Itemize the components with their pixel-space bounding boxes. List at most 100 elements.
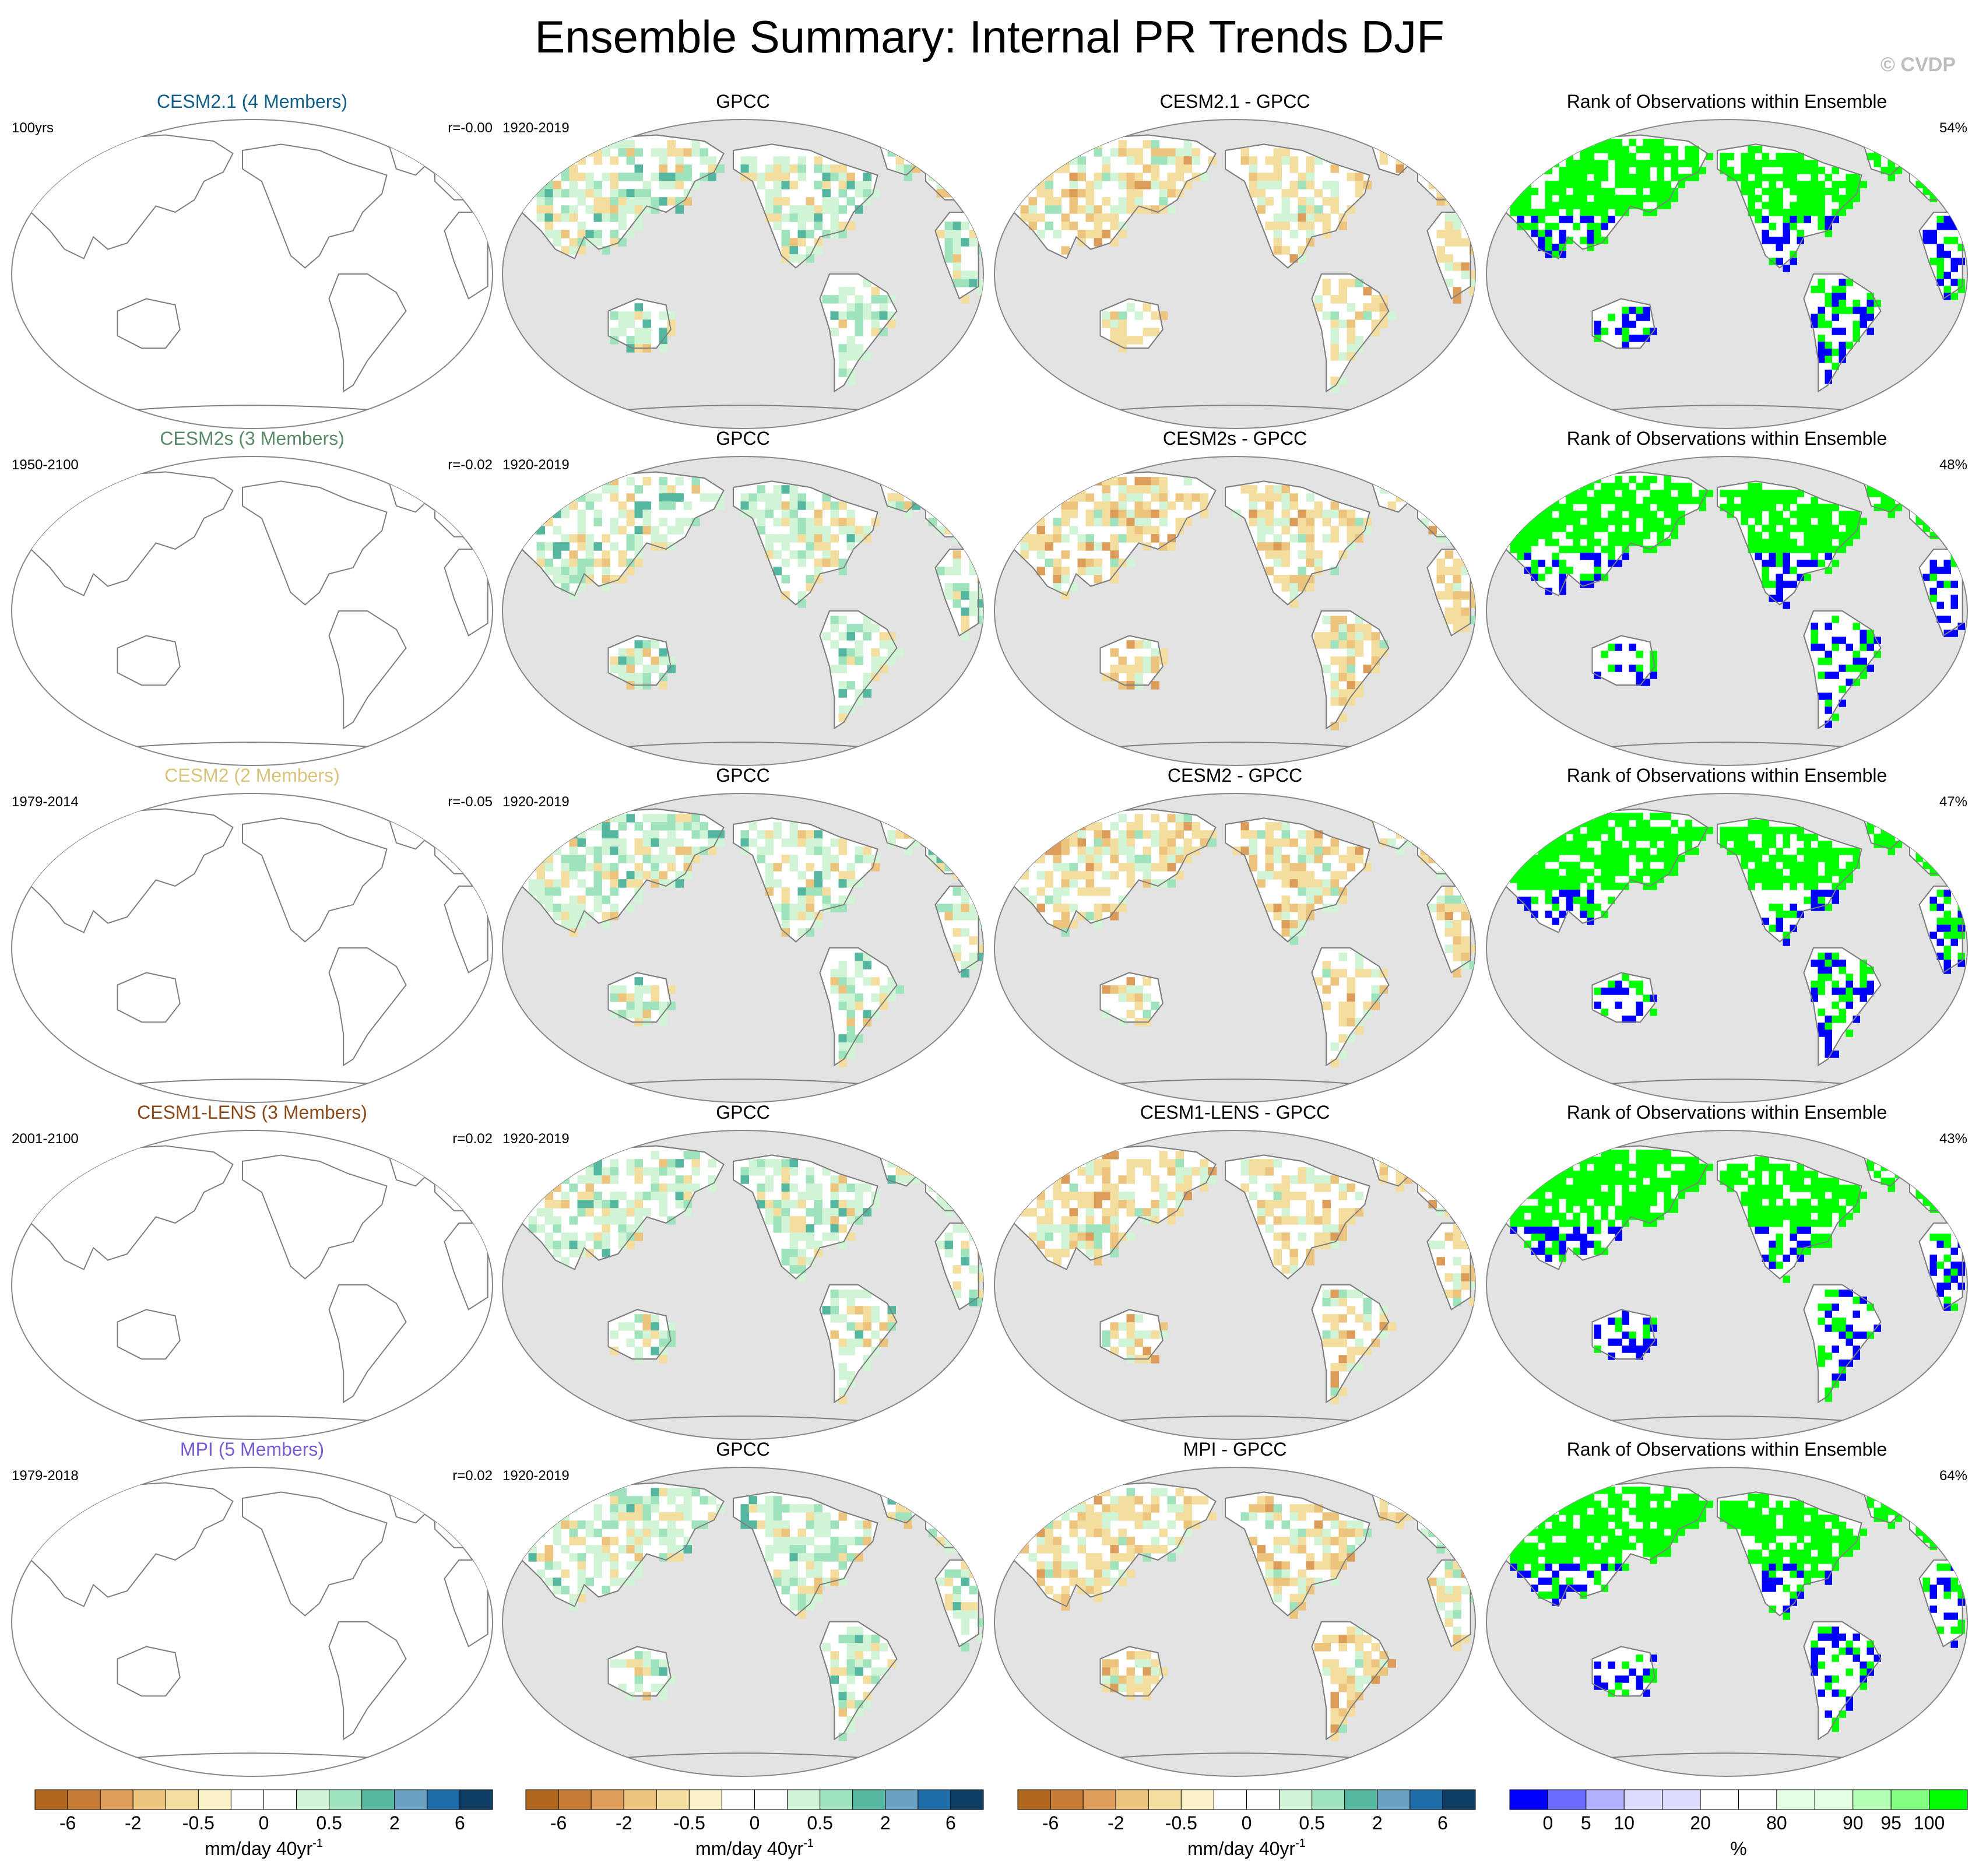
coastline-australia [607,1646,672,1697]
colorbar-tick-label: 10 [1614,1812,1634,1833]
colorbar-swatch [1442,1789,1476,1810]
colorbar-tick-label: 20 [1690,1812,1711,1833]
colorbar-swatch [67,1789,101,1810]
continent-asia [30,471,234,596]
diff-panel-title: CESM2s - GPCC [1163,428,1307,449]
coastline-australia [1591,1646,1655,1697]
colorbar-swatch [885,1789,919,1810]
colorbar-swatch [329,1789,363,1810]
colorbar-tick-label: 95 [1880,1812,1901,1833]
model-panel-title: CESM2 (2 Members) [164,765,340,786]
continent-namerica [242,1491,388,1617]
coastline-australia [1591,635,1655,686]
colorbar-swatch [950,1789,984,1810]
colorbar-4: 0 5 10 20 80 90 95 100% [1509,1789,1968,1859]
coastline-asia [1505,134,1709,259]
colorbar-swatch [1115,1789,1149,1810]
coastline-australia [1591,1309,1655,1360]
model-panel-title: CESM2.1 (4 Members) [157,91,347,112]
colorbar-unit-label: mm/day 40yr-1 [695,1837,814,1859]
map-panel-rank [1486,456,1968,766]
map-panel-obs [502,1130,984,1440]
colorbar-tick-label: 0 [259,1812,269,1833]
coastline-asia [521,1482,725,1607]
map-panel-rank [1486,119,1968,429]
obs-panel-title: GPCC [716,1439,769,1460]
rank-panel-title: Rank of Observations within Ensemble [1567,1439,1887,1460]
continent-samerica [328,1284,407,1404]
coastline-australia [607,972,672,1023]
colorbar-swatch [754,1789,788,1810]
colorbar-tick-label: -0.5 [673,1812,705,1833]
model-panel-title: CESM2s (3 Members) [160,428,345,449]
obs-panel-title: GPCC [716,765,769,786]
colorbar-swatch [361,1789,395,1810]
coastline-asia [1013,1482,1217,1607]
map-panel-obs [502,1467,984,1777]
colorbar-tick-label: 6 [455,1812,465,1833]
rank-panel-percent: 47% [1939,794,1967,810]
antarctica-coast [98,742,406,751]
continent-namerica [242,480,388,606]
colorbar-swatch [1662,1789,1701,1810]
colorbar-swatch [852,1789,886,1810]
coastline-australia [607,1309,672,1360]
colorbar-3: -6 -2 -0.5 0 0.5 2 6 mm/day 40yr-1 [1017,1789,1476,1859]
map-panel-obs [502,119,984,429]
map-panel-model [11,1130,493,1440]
cvdp-watermark: © CVDP [1880,54,1956,76]
model-panel-correlation: r=0.02 [452,1131,493,1147]
antarctica-coast [1573,742,1881,751]
continent-asia [30,1482,234,1607]
continent-australia [117,972,181,1023]
colorbar-swatch [1547,1789,1587,1810]
colorbar-swatch [656,1789,690,1810]
coastline-samerica [1311,1284,1390,1404]
coastline-samerica [1803,1284,1882,1404]
antarctica-coast [1573,405,1881,414]
colorbar-swatch [459,1789,493,1810]
rank-panel-percent: 48% [1939,457,1967,473]
coastline-asia [521,1145,725,1270]
continent-australia [117,1646,181,1697]
obs-panel-title: GPCC [716,1102,769,1123]
antarctica-coast [589,405,897,414]
coastline-asia [521,808,725,933]
colorbar-swatch [100,1789,133,1810]
coastline-samerica [819,1284,898,1404]
continent-australia [117,635,181,686]
coastline-asia [1505,471,1709,596]
coastline-namerica [1225,1491,1370,1617]
antarctica-coast [1081,742,1389,751]
map-panel-diff [994,119,1476,429]
coastline-samerica [1803,947,1882,1067]
continent-asia [30,134,234,259]
colorbar-tick-label: 2 [389,1812,400,1833]
colorbar-tick-label: 0.5 [807,1812,832,1833]
colorbar-swatch [820,1789,853,1810]
colorbar-swatch [34,1789,68,1810]
colorbar-swatch [1017,1789,1051,1810]
colorbar-unit-exponent: -1 [312,1837,323,1850]
coastline-australia [1099,1646,1164,1697]
colorbar-1: -6 -2 -0.5 0 0.5 2 6 mm/day 40yr-1 [34,1789,493,1859]
rank-panel-title: Rank of Observations within Ensemble [1567,1102,1887,1123]
continent-namerica [242,143,388,269]
model-panel-title: CESM1-LENS (3 Members) [137,1102,367,1123]
antarctica-coast [98,1078,406,1088]
continent-samerica [328,610,407,730]
colorbar-swatch [263,1789,297,1810]
coastline-asia [521,471,725,596]
colorbar-swatch [1082,1789,1116,1810]
coastline-samerica [1311,1621,1390,1741]
colorbar-swatch [1213,1789,1247,1810]
antarctica-coast [1081,1752,1389,1762]
obs-panel-period: 1920-2019 [502,1131,570,1147]
coastline-namerica [1225,143,1370,269]
colorbar-swatch [1586,1789,1625,1810]
coastline-asia [1505,808,1709,933]
coastline-namerica [733,817,878,943]
colorbar-swatch [165,1789,199,1810]
coastline-asia [1013,471,1217,596]
colorbar-swatch [1279,1789,1313,1810]
